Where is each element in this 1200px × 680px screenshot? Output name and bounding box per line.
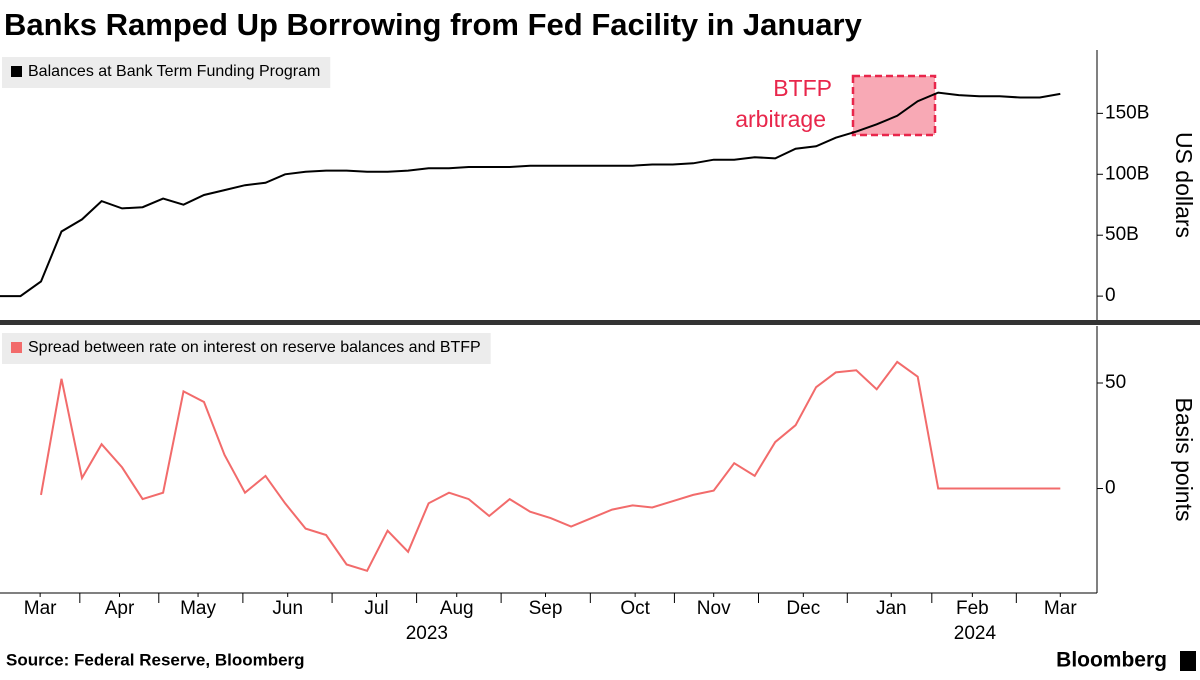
y-axis-label: Basis points [1171, 397, 1197, 521]
y-tick-label: 150B [1105, 102, 1149, 123]
legend-swatch [11, 342, 22, 353]
x-tick-label: Jan [876, 598, 907, 619]
legend-swatch [11, 66, 22, 77]
legend-background [2, 57, 331, 88]
y-tick-label: 0 [1105, 285, 1116, 306]
x-tick-label: Sep [529, 598, 563, 619]
x-tick-label: May [180, 598, 216, 619]
y-axis-label: US dollars [1171, 132, 1197, 238]
brand-icon [1180, 651, 1196, 671]
x-tick-label: Nov [697, 598, 731, 619]
x-tick-label: Feb [956, 598, 989, 619]
y-tick-label: 50B [1105, 224, 1139, 245]
x-tick-label: Jul [364, 598, 388, 619]
x-tick-label: Mar [24, 598, 57, 619]
data-line [0, 91, 1061, 298]
annotation-box [851, 74, 937, 137]
x-tick-label: Apr [105, 598, 135, 619]
annotation: arbitrage [735, 106, 826, 132]
chart-title: Banks Ramped Up Borrowing from Fed Facil… [4, 7, 863, 42]
x-tick-label: Jun [272, 598, 303, 619]
y-tick-label: 100B [1105, 163, 1149, 184]
legend-background [2, 333, 491, 364]
brand: Bloomberg [1056, 649, 1167, 672]
x-tick-label: Oct [620, 598, 650, 619]
panel-divider [0, 320, 1200, 325]
x-tick-label: Aug [440, 598, 474, 619]
y-tick-label: 50 [1105, 372, 1126, 393]
legend-label: Spread between rate on interest on reser… [28, 339, 481, 356]
y-tick-label: 0 [1105, 478, 1116, 499]
data-line [40, 360, 1061, 573]
legend-label: Balances at Bank Term Funding Program [28, 63, 320, 80]
annotation: BTFP [773, 75, 832, 101]
x-year-label: 2023 [406, 623, 448, 644]
source: Source: Federal Reserve, Bloomberg [6, 650, 305, 669]
x-tick-label: Mar [1044, 598, 1077, 619]
x-year-label: 2024 [954, 623, 997, 644]
x-tick-label: Dec [786, 598, 820, 619]
